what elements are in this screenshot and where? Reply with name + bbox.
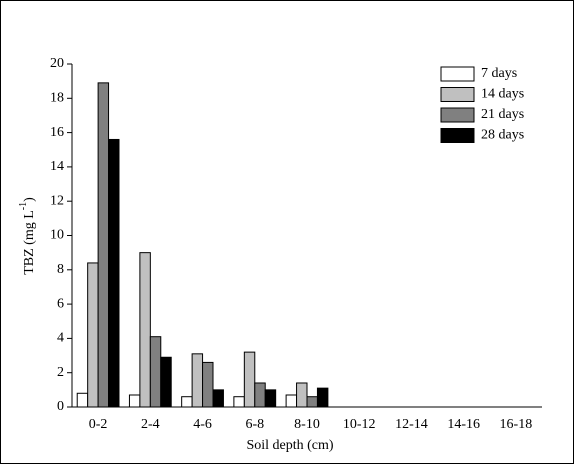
x-axis-label: Soil depth (cm): [246, 438, 333, 453]
bar: [149, 336, 162, 408]
y-tick-label: 4: [57, 331, 64, 346]
x-tick-label: 12-14: [395, 417, 428, 432]
y-tick-label: 2: [57, 365, 64, 380]
legend-swatch: [440, 66, 475, 82]
x-tick-label: 8-10: [294, 417, 320, 432]
y-tick-label: 8: [57, 262, 64, 277]
bar: [264, 389, 277, 408]
legend-label: 14 days: [481, 87, 524, 102]
bar: [128, 394, 141, 408]
x-tick-label: 0-2: [89, 417, 108, 432]
legend-swatch: [440, 107, 475, 123]
bar: [191, 353, 204, 408]
legend-swatch: [440, 128, 475, 143]
y-label-end: ): [22, 197, 37, 202]
legend-label: 28 days: [481, 128, 524, 143]
bar: [254, 382, 266, 408]
x-tick-label: 6-8: [245, 417, 264, 432]
bar: [243, 351, 256, 408]
bar: [181, 396, 193, 408]
bar: [306, 396, 318, 408]
bar: [212, 389, 224, 408]
bar: [296, 382, 308, 408]
bar: [285, 394, 298, 408]
bar: [233, 396, 245, 408]
y-tick-label: 16: [50, 125, 64, 140]
legend-label: 21 days: [481, 107, 524, 122]
y-tick-label: 6: [57, 296, 64, 311]
bar: [108, 138, 120, 408]
legend-label: 7 days: [481, 66, 517, 81]
bar: [139, 252, 151, 408]
bar: [202, 361, 214, 408]
y-tick-label: 0: [57, 399, 64, 414]
x-tick-label: 16-18: [500, 417, 533, 432]
y-tick-label: 20: [50, 56, 64, 71]
y-tick-label: 14: [50, 159, 64, 174]
x-tick-label: 2-4: [141, 417, 160, 432]
y-tick-label: 18: [50, 91, 64, 106]
x-tick-label: 14-16: [447, 417, 480, 432]
x-tick-label: 10-12: [343, 417, 376, 432]
bar: [97, 82, 110, 408]
x-tick-label: 4-6: [193, 417, 212, 432]
y-axis-label: TBZ (mg L-1): [18, 197, 37, 275]
bar: [316, 387, 329, 408]
y-label-text: TBZ (mg L: [22, 210, 37, 275]
bar: [76, 392, 89, 408]
bar: [87, 262, 99, 408]
y-label-sup: -1: [18, 202, 29, 210]
legend-swatch: [440, 87, 475, 102]
y-tick-label: 10: [50, 228, 64, 243]
y-tick-label: 12: [50, 193, 64, 208]
bar: [160, 356, 172, 408]
